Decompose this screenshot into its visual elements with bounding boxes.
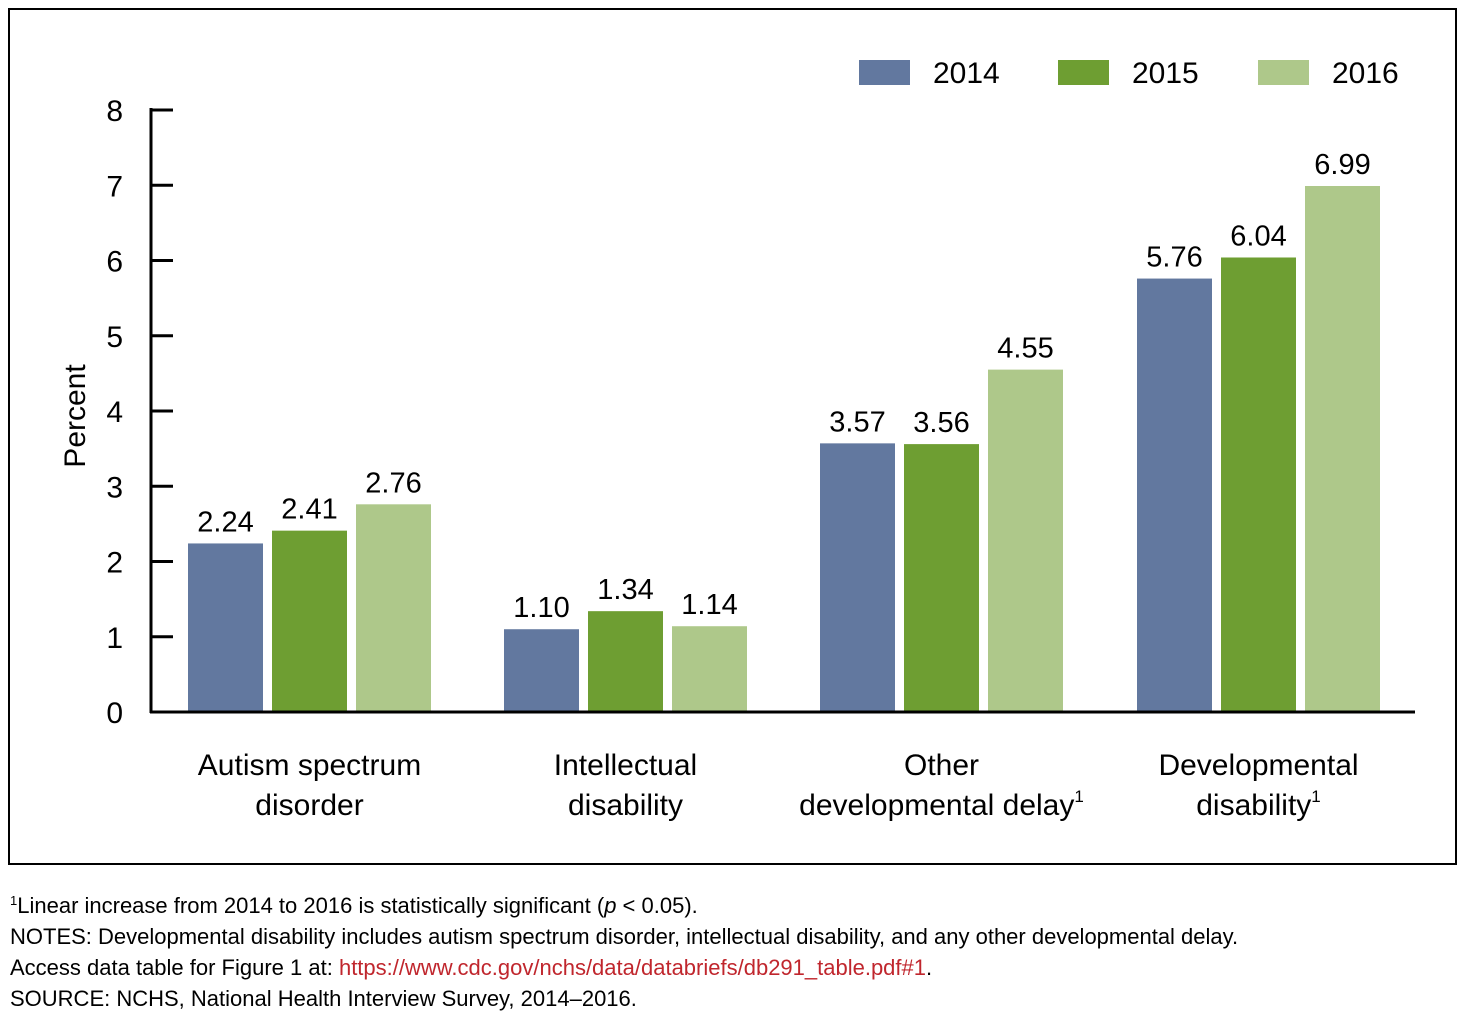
y-tick-label-6: 6 bbox=[106, 246, 123, 279]
source-text: SOURCE: NCHS, National Health Interview … bbox=[10, 986, 637, 1011]
bar-2014-0 bbox=[188, 543, 263, 712]
bar-2015-1 bbox=[588, 611, 663, 712]
category-label-3-0: Developmental bbox=[1158, 749, 1358, 782]
legend-label-2015: 2015 bbox=[1132, 57, 1199, 90]
value-label-2015-1: 1.34 bbox=[597, 574, 653, 606]
legend-swatch-2014 bbox=[859, 60, 910, 85]
bar-2014-1 bbox=[504, 629, 579, 712]
y-tick-label-4: 4 bbox=[106, 396, 123, 429]
value-label-2015-3: 6.04 bbox=[1230, 220, 1286, 252]
bar-2014-2 bbox=[820, 443, 895, 712]
footnote-marker: 1 bbox=[1074, 787, 1083, 806]
chart-frame: 2.24 1.10 3.57 5.76 2.41 1.34 3.56 6.04 2.76 1.14… bbox=[8, 8, 1457, 865]
bar-2016-0 bbox=[356, 504, 431, 712]
bar-2016-3 bbox=[1305, 186, 1380, 712]
y-tick-label-1: 1 bbox=[106, 622, 123, 655]
bar-chart: 2.24 1.10 3.57 5.76 2.41 1.34 3.56 6.04 2.76 1.14… bbox=[59, 57, 1415, 822]
bar-2015-2 bbox=[904, 444, 979, 712]
bar-2015-0 bbox=[272, 530, 347, 712]
value-label-2015-0: 2.41 bbox=[281, 494, 337, 526]
category-label-2-0: Other bbox=[904, 749, 979, 782]
category-label-2-1: developmental delay1 bbox=[799, 787, 1084, 822]
significance-footnote: 1Linear increase from 2014 to 2016 is st… bbox=[10, 893, 698, 918]
value-label-2014-0: 2.24 bbox=[197, 506, 253, 538]
legend-swatch-2016 bbox=[1258, 60, 1309, 85]
y-tick-label-8: 8 bbox=[106, 95, 123, 128]
chart-notes: 1Linear increase from 2014 to 2016 is st… bbox=[10, 890, 1238, 1014]
value-label-2014-3: 5.76 bbox=[1146, 242, 1202, 274]
y-tick-label-0: 0 bbox=[106, 697, 123, 730]
footnote-marker: 1 bbox=[1311, 787, 1320, 806]
legend-swatch-2015 bbox=[1058, 60, 1109, 85]
value-label-2016-0: 2.76 bbox=[365, 467, 421, 499]
category-label-1-1: disability bbox=[568, 789, 683, 822]
y-tick-label-3: 3 bbox=[106, 471, 123, 504]
value-label-2016-2: 4.55 bbox=[997, 333, 1053, 365]
value-label-2015-2: 3.56 bbox=[913, 407, 969, 439]
legend-label-2016: 2016 bbox=[1332, 57, 1399, 90]
category-label-0-1: disorder bbox=[255, 789, 363, 822]
y-tick-label-5: 5 bbox=[106, 321, 123, 354]
bar-2015-3 bbox=[1221, 257, 1296, 712]
access-data-line: Access data table for Figure 1 at: https… bbox=[10, 955, 933, 980]
y-tick-label-7: 7 bbox=[106, 170, 123, 203]
legend-label-2014: 2014 bbox=[933, 57, 1000, 90]
bar-2016-1 bbox=[672, 626, 747, 712]
y-tick-label-2: 2 bbox=[106, 547, 123, 580]
category-label-3-1: disability1 bbox=[1196, 787, 1321, 822]
y-axis-title: Percent bbox=[59, 364, 92, 468]
value-label-2016-1: 1.14 bbox=[681, 589, 737, 621]
category-label-1-0: Intellectual bbox=[554, 749, 697, 782]
notes-text: NOTES: Developmental disability includes… bbox=[10, 924, 1239, 949]
value-label-2014-2: 3.57 bbox=[829, 406, 885, 438]
bar-2016-2 bbox=[988, 369, 1063, 712]
value-label-2014-1: 1.10 bbox=[513, 592, 569, 624]
value-label-2016-3: 6.99 bbox=[1314, 149, 1370, 181]
data-table-link[interactable]: https://www.cdc.gov/nchs/data/databriefs… bbox=[338, 955, 927, 980]
bar-2014-3 bbox=[1137, 278, 1212, 712]
category-label-0-0: Autism spectrum bbox=[198, 749, 421, 782]
